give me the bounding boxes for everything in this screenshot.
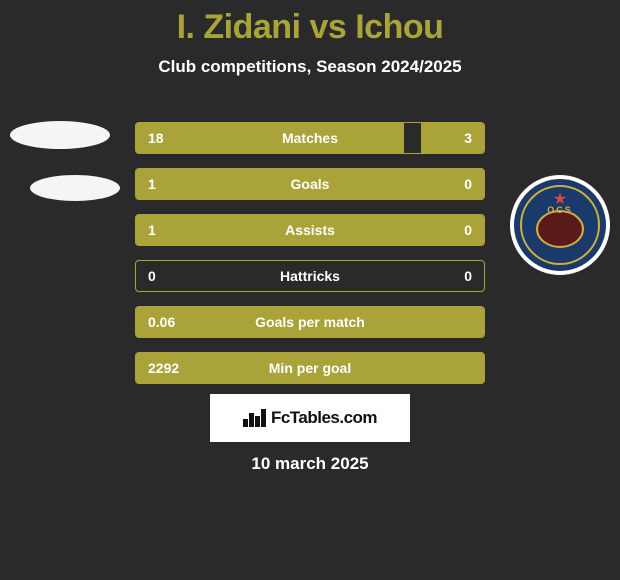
stat-value-left: 0.06	[148, 314, 175, 330]
stats-panel: 18 Matches 3 1 Goals 0 1 Assists 0 0 Hattricks 0 0.0…	[135, 122, 485, 398]
stat-value-right: 0	[464, 222, 472, 238]
bar-chart-icon	[243, 409, 265, 427]
stat-value-right: 0	[464, 268, 472, 284]
stat-label: Assists	[285, 222, 335, 238]
stat-row: 18 Matches 3	[135, 122, 485, 154]
stat-label: Goals	[291, 176, 330, 192]
stat-row: 1 Goals 0	[135, 168, 485, 200]
stat-fill-left	[136, 123, 404, 153]
club-logo-text: OCS	[547, 205, 573, 215]
subtitle: Club competitions, Season 2024/2025	[0, 57, 620, 77]
stat-row: 2292 Min per goal	[135, 352, 485, 384]
stat-value-left: 0	[148, 268, 156, 284]
stat-fill-right	[421, 123, 484, 153]
stat-value-right: 3	[464, 130, 472, 146]
footer-brand-text: FcTables.com	[271, 408, 377, 428]
stat-row: 0 Hattricks 0	[135, 260, 485, 292]
stat-row: 1 Assists 0	[135, 214, 485, 246]
stat-value-right: 0	[464, 176, 472, 192]
date-label: 10 march 2025	[251, 454, 368, 474]
stat-label: Matches	[282, 130, 338, 146]
stat-label: Goals per match	[255, 314, 365, 330]
stat-row: 0.06 Goals per match	[135, 306, 485, 338]
star-icon: ★	[553, 189, 567, 209]
stat-label: Min per goal	[269, 360, 351, 376]
stat-value-left: 18	[148, 130, 164, 146]
footer-brand-badge: FcTables.com	[210, 394, 410, 442]
stat-label: Hattricks	[280, 268, 340, 284]
page-title: I. Zidani vs Ichou	[0, 0, 620, 47]
stat-value-left: 2292	[148, 360, 179, 376]
player-right-club-logo: ★ OCS	[510, 175, 610, 275]
stat-value-left: 1	[148, 222, 156, 238]
stat-value-left: 1	[148, 176, 156, 192]
